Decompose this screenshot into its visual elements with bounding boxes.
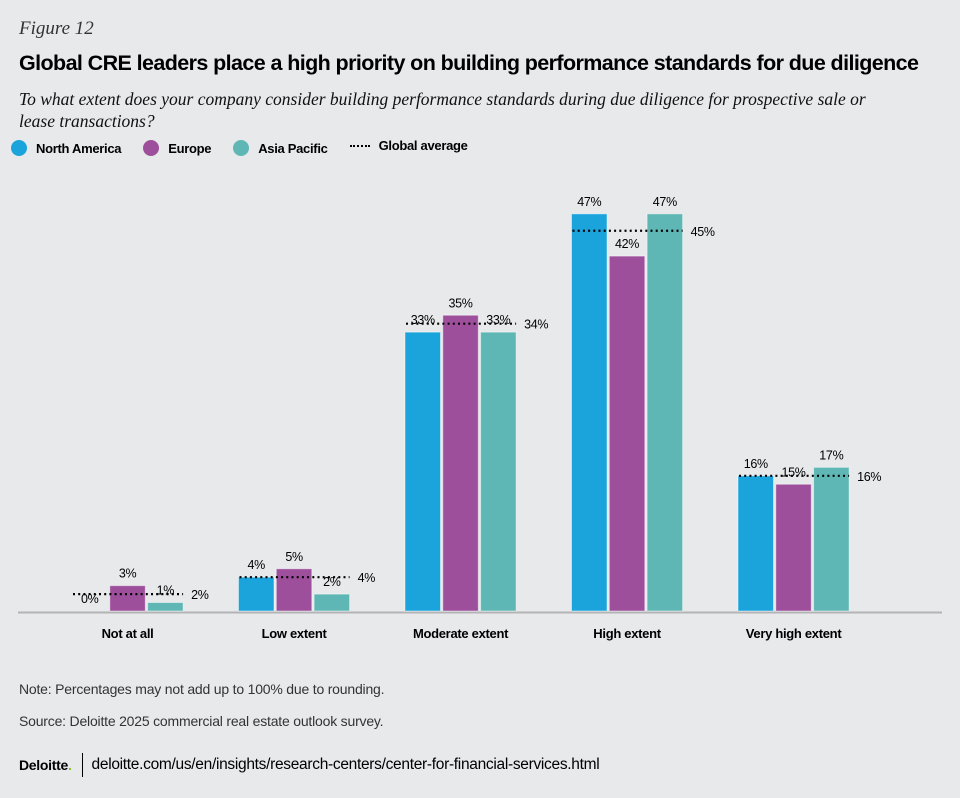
data-label: 42% <box>615 237 639 251</box>
data-label: 16% <box>744 457 768 471</box>
legend-label: Europe <box>168 140 212 156</box>
bar-asia-pacific-moderate-extent <box>480 331 517 612</box>
logo-dot: . <box>67 757 72 773</box>
data-label: 33% <box>411 313 435 327</box>
bar-europe-high-extent <box>608 255 646 612</box>
legend-swatch-asia-pacific <box>233 140 250 156</box>
data-label: 17% <box>819 448 843 462</box>
global-average-label: 2% <box>191 588 209 602</box>
legend-item-europe: Europe <box>143 140 211 156</box>
bar-asia-pacific-very-high-extent <box>813 466 850 612</box>
labels-layer: 0% 3% 1% 2% Not at all 4% 5% 2% 4% Low extent 33% 3… <box>81 195 882 641</box>
global-average-label: 45% <box>691 225 715 239</box>
legend-swatch-europe <box>143 140 160 156</box>
bar-europe-moderate-extent <box>442 314 479 612</box>
bar-asia-pacific-not-at-all <box>147 602 184 612</box>
note-text: Note: Percentages may not add up to 100%… <box>19 681 385 697</box>
data-label: 5% <box>285 550 303 564</box>
legend: North America Europe Asia Pacific Global… <box>11 137 490 156</box>
data-label: 35% <box>448 296 472 310</box>
data-label: 47% <box>577 195 601 209</box>
chart-subtitle: To what extent does your company conside… <box>19 89 866 131</box>
global-average-label: 16% <box>857 470 881 484</box>
category-label: Low extent <box>262 626 328 641</box>
data-label: 47% <box>653 195 677 209</box>
data-label: 1% <box>157 584 175 598</box>
footer-url-link[interactable]: deloitte.com/us/en/insights/research-cen… <box>91 756 600 773</box>
footer: Deloitte. deloitte.com/us/en/insights/re… <box>19 753 600 777</box>
legend-item-asia-pacific: Asia Pacific <box>233 140 328 156</box>
legend-swatch-north-america <box>11 140 27 156</box>
bar-europe-low-extent <box>275 568 313 612</box>
bars-layer <box>109 213 850 612</box>
bar-north-america-low-extent <box>238 576 275 612</box>
figure-label: Figure 12 <box>19 18 94 39</box>
global-average-label: 34% <box>524 318 548 332</box>
global-average-label: 4% <box>358 571 376 585</box>
bar-chart: 0% 3% 1% 2% Not at all 4% 5% 2% 4% Low extent 33% 3… <box>18 195 942 641</box>
footer-divider <box>81 753 83 777</box>
data-label: 15% <box>781 465 805 479</box>
deloitte-logo: Deloitte. <box>19 757 72 773</box>
bar-north-america-moderate-extent <box>404 331 441 612</box>
legend-item-north-america: North America <box>11 140 122 156</box>
category-label: Not at all <box>102 626 154 641</box>
category-label: Moderate extent <box>413 626 509 641</box>
legend-dotted-line-icon <box>349 145 370 147</box>
bar-europe-very-high-extent <box>775 483 812 612</box>
data-label: 3% <box>119 567 137 581</box>
bar-north-america-high-extent <box>571 213 608 612</box>
bar-asia-pacific-low-extent <box>313 593 351 612</box>
chart-title: Global CRE leaders place a high priority… <box>19 51 919 75</box>
data-label: 4% <box>248 558 266 572</box>
bar-europe-not-at-all <box>109 585 146 612</box>
logo-text: Deloitte <box>19 757 68 773</box>
category-label: Very high extent <box>746 626 843 641</box>
legend-label: North America <box>36 140 122 156</box>
category-label: High extent <box>593 626 661 641</box>
data-label: 0% <box>81 592 99 606</box>
legend-label: Asia Pacific <box>258 140 328 156</box>
bar-asia-pacific-high-extent <box>646 213 684 612</box>
bar-north-america-very-high-extent <box>737 475 774 612</box>
source-text: Source: Deloitte 2025 commercial real es… <box>19 713 384 729</box>
legend-item-global-average: Global average <box>349 137 468 156</box>
legend-label: Global average <box>378 137 468 153</box>
data-label: 33% <box>486 313 510 327</box>
data-label: 2% <box>323 575 341 589</box>
